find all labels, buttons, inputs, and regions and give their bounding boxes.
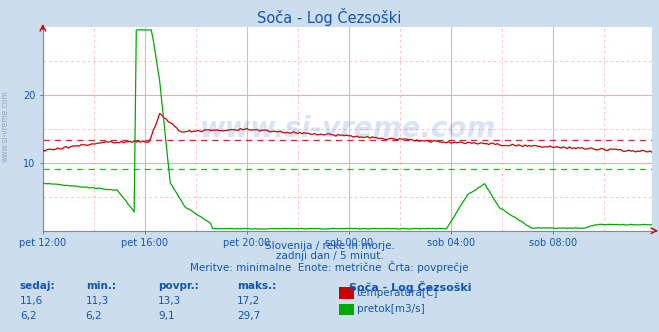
Text: 29,7: 29,7 (237, 311, 260, 321)
Text: pretok[m3/s]: pretok[m3/s] (357, 304, 425, 314)
Text: www.si-vreme.com: www.si-vreme.com (200, 115, 496, 143)
Text: maks.:: maks.: (237, 281, 277, 290)
Text: Soča - Log Čezsoški: Soča - Log Čezsoški (349, 281, 472, 292)
Text: sedaj:: sedaj: (20, 281, 55, 290)
Text: 11,3: 11,3 (86, 296, 109, 306)
Text: 6,2: 6,2 (86, 311, 102, 321)
Text: temperatura[C]: temperatura[C] (357, 288, 439, 298)
Text: www.si-vreme.com: www.si-vreme.com (1, 90, 10, 162)
Text: Slovenija / reke in morje.: Slovenija / reke in morje. (264, 241, 395, 251)
Text: 17,2: 17,2 (237, 296, 260, 306)
Text: 13,3: 13,3 (158, 296, 181, 306)
Text: 6,2: 6,2 (20, 311, 36, 321)
Text: min.:: min.: (86, 281, 116, 290)
Text: 9,1: 9,1 (158, 311, 175, 321)
Text: Meritve: minimalne  Enote: metrične  Črta: povprečje: Meritve: minimalne Enote: metrične Črta:… (190, 261, 469, 273)
Text: Soča - Log Čezsoški: Soča - Log Čezsoški (257, 8, 402, 26)
Text: zadnji dan / 5 minut.: zadnji dan / 5 minut. (275, 251, 384, 261)
Text: 11,6: 11,6 (20, 296, 43, 306)
Text: povpr.:: povpr.: (158, 281, 199, 290)
